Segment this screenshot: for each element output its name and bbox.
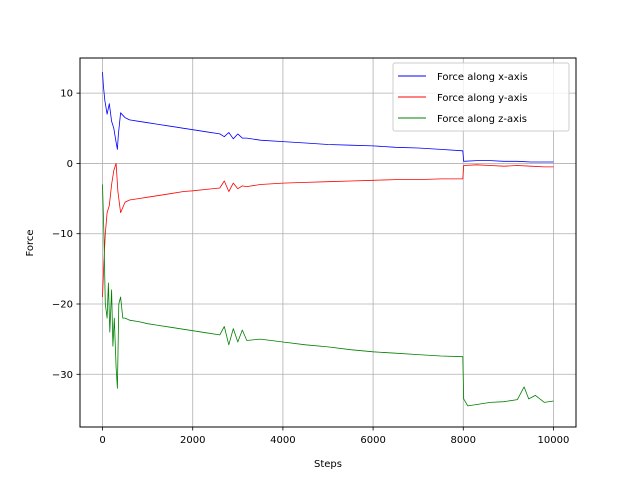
y-tick-label: 0	[67, 159, 73, 170]
x-tick-label: 8000	[451, 435, 476, 446]
y-axis-label: Force	[25, 229, 36, 256]
x-tick-label: 6000	[360, 435, 385, 446]
series-line-x-axis	[102, 72, 554, 163]
y-tick-label: −20	[52, 300, 73, 311]
x-axis-label: Steps	[314, 459, 342, 470]
legend-label-x: Force along x-axis	[437, 72, 528, 83]
series-line-z-axis	[102, 184, 554, 407]
x-tick-label: 10000	[538, 435, 570, 446]
plot-frame	[79, 57, 577, 428]
series-line-y-axis	[102, 162, 554, 298]
legend-box	[392, 62, 570, 132]
y-tick-label: −30	[52, 370, 73, 381]
legend-label-z: Force along z-axis	[437, 114, 527, 125]
y-tick-label: 10	[60, 89, 73, 100]
x-tick-label: 4000	[270, 435, 295, 446]
legend-label-y: Force along y-axis	[437, 93, 528, 104]
x-tick-label: 0	[99, 435, 105, 446]
x-tick-label: 2000	[180, 435, 205, 446]
legend: Force along x-axis Force along y-axis Fo…	[392, 62, 570, 132]
axis-ticks: 0 2000 4000 6000 8000 10000 −30 −20 −10 0 10	[52, 89, 569, 446]
series-lines	[102, 72, 554, 407]
y-tick-label: −10	[52, 229, 73, 240]
